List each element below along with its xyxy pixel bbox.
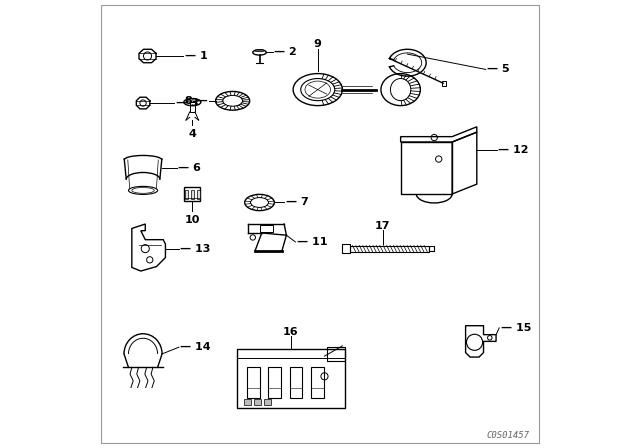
Bar — [191, 190, 194, 199]
Bar — [442, 81, 446, 86]
Ellipse shape — [255, 49, 264, 52]
Bar — [311, 367, 324, 398]
Text: 16: 16 — [283, 327, 299, 337]
Bar — [327, 347, 345, 361]
Text: — 7: — 7 — [285, 198, 308, 207]
Bar — [247, 367, 260, 398]
Text: — 13: — 13 — [180, 244, 211, 254]
Bar — [350, 246, 429, 252]
Text: C0S01457: C0S01457 — [486, 431, 530, 440]
Text: 17: 17 — [375, 221, 390, 231]
Text: — 12: — 12 — [499, 145, 529, 155]
Bar — [268, 367, 281, 398]
Text: — 15: — 15 — [500, 323, 531, 333]
Bar — [237, 349, 344, 408]
Text: — 14: — 14 — [180, 342, 211, 352]
Text: — 2: — 2 — [275, 47, 297, 57]
Text: — 1: — 1 — [185, 51, 207, 61]
Text: — 5: — 5 — [487, 65, 509, 74]
Text: — 3: — 3 — [176, 98, 198, 108]
Bar — [260, 225, 273, 232]
Bar — [429, 246, 434, 251]
Bar — [264, 399, 271, 405]
Text: 9: 9 — [314, 39, 322, 49]
Bar — [244, 399, 251, 405]
Bar — [189, 102, 195, 112]
Text: 10: 10 — [184, 215, 200, 224]
Text: — 11: — 11 — [297, 237, 327, 247]
Bar — [342, 244, 350, 253]
Bar — [197, 190, 200, 199]
Bar — [290, 367, 302, 398]
Ellipse shape — [186, 99, 198, 102]
Text: 4: 4 — [188, 129, 196, 139]
Bar — [254, 399, 261, 405]
Text: 8 —: 8 — — [185, 96, 207, 106]
Text: — 6: — 6 — [178, 163, 201, 173]
Bar — [185, 190, 188, 199]
Bar — [184, 187, 200, 201]
